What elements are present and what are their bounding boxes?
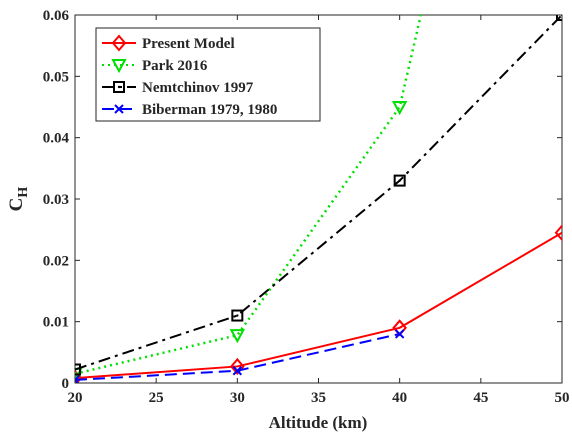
marker (230, 357, 245, 375)
marker (232, 366, 243, 376)
marker (75, 363, 81, 376)
marker (114, 104, 124, 114)
x-tick-label: 25 (149, 390, 164, 406)
marker-dot (236, 314, 239, 317)
marker (111, 59, 127, 74)
marker (231, 309, 244, 322)
x-tick-label: 30 (230, 390, 245, 406)
legend: Present Model Park 2016 Nemtchinov 1997 Bib… (95, 27, 321, 122)
marker (391, 101, 408, 116)
legend-label: Present Model (142, 36, 235, 52)
marker-dot (117, 85, 121, 89)
marker-square (231, 309, 244, 322)
marker (75, 369, 83, 383)
plot-area (75, 15, 562, 383)
y-tick-label: 0.04 (43, 131, 70, 147)
legend-label: Nemtchinov 1997 (142, 80, 254, 96)
marker (393, 174, 406, 187)
x-tick-label: 40 (392, 390, 407, 406)
series-line (75, 15, 562, 371)
marker-square (75, 363, 81, 376)
x-tick-label: 45 (473, 390, 488, 406)
y-tick-label: 0.01 (43, 315, 69, 331)
marker-square (113, 81, 125, 93)
y-tick-label: 0.06 (43, 8, 70, 24)
x-tick-label: 35 (311, 390, 326, 406)
series-line (75, 15, 423, 376)
x-tick-label: 20 (68, 390, 83, 406)
legend-label: Park 2016 (142, 58, 208, 74)
marker-dot (398, 179, 401, 182)
marker-dot (75, 368, 77, 371)
x-axis-label: Altitude (km) (269, 413, 368, 432)
y-tick-label: 0.05 (43, 69, 69, 85)
series-line (75, 231, 562, 380)
marker (554, 224, 562, 242)
y-tick-label: 0.03 (43, 192, 69, 208)
y-axis-label-main: C (6, 198, 27, 212)
marker (394, 329, 405, 339)
y-tick-label: 0 (62, 376, 70, 392)
x-tick-label: 50 (555, 390, 570, 406)
marker (113, 81, 125, 93)
marker (111, 34, 127, 52)
marker (229, 329, 246, 344)
y-axis-label: CH (6, 187, 31, 212)
y-axis-label-subscript: H (16, 187, 31, 198)
legend-label: Biberman 1979, 1980 (142, 102, 277, 118)
y-tick-label: 0.02 (43, 253, 69, 269)
marker-square (393, 174, 406, 187)
